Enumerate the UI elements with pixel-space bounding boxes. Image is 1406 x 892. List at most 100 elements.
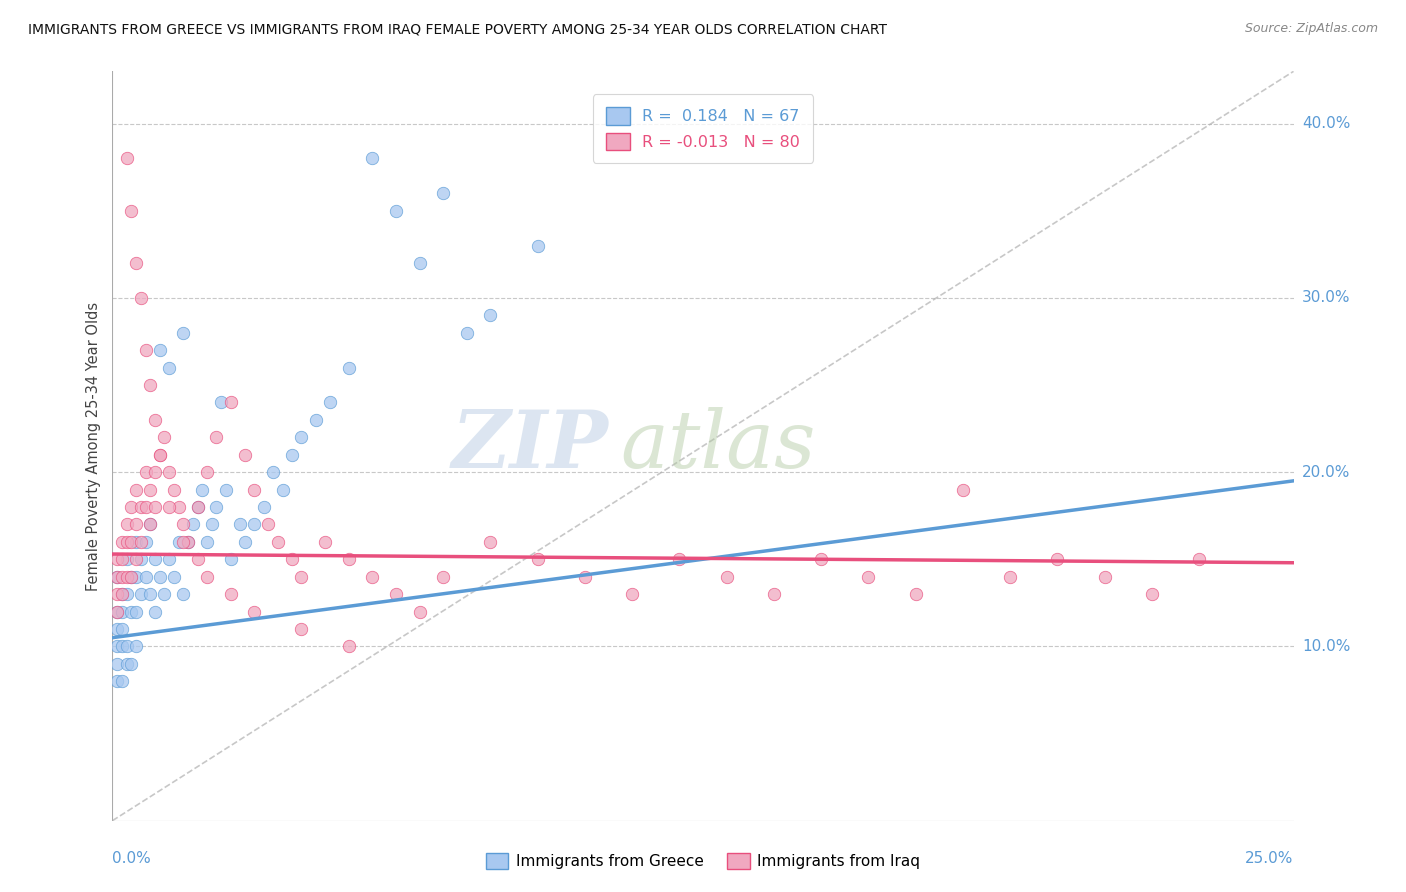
Point — [385, 203, 408, 218]
Point — [157, 552, 180, 566]
Text: Source: ZipAtlas.com: Source: ZipAtlas.com — [1244, 22, 1378, 36]
Point — [233, 448, 256, 462]
Text: 25.0%: 25.0% — [1246, 851, 1294, 866]
Point — [115, 152, 138, 166]
Point — [219, 587, 242, 601]
Point — [157, 465, 180, 479]
Point — [135, 500, 157, 514]
Point — [115, 640, 138, 654]
Point — [129, 534, 152, 549]
Point — [177, 534, 200, 549]
Point — [177, 534, 200, 549]
Point — [125, 517, 148, 532]
Point — [290, 430, 312, 444]
Point — [172, 326, 194, 340]
Point — [281, 448, 304, 462]
Point — [267, 534, 290, 549]
Point — [209, 395, 232, 409]
Point — [111, 674, 134, 689]
Point — [115, 570, 138, 584]
Point — [105, 605, 128, 619]
Point — [195, 465, 218, 479]
Point — [432, 570, 454, 584]
Point — [157, 360, 180, 375]
Point — [271, 483, 294, 497]
Point — [139, 587, 162, 601]
Point — [257, 517, 280, 532]
Point — [762, 587, 785, 601]
Point — [290, 570, 312, 584]
Point — [111, 534, 134, 549]
Point — [125, 483, 148, 497]
Text: 0.0%: 0.0% — [112, 851, 152, 866]
Point — [143, 552, 166, 566]
Point — [1188, 552, 1211, 566]
Point — [125, 605, 148, 619]
Point — [129, 552, 152, 566]
Point — [111, 640, 134, 654]
Point — [153, 587, 176, 601]
Point — [111, 622, 134, 636]
Point — [135, 343, 157, 358]
Point — [129, 500, 152, 514]
Point — [105, 570, 128, 584]
Point — [195, 570, 218, 584]
Point — [361, 152, 384, 166]
Point — [125, 552, 148, 566]
Text: 40.0%: 40.0% — [1302, 116, 1350, 131]
Point — [526, 552, 548, 566]
Point — [215, 483, 238, 497]
Point — [1094, 570, 1116, 584]
Point — [195, 534, 218, 549]
Point — [135, 534, 157, 549]
Point — [904, 587, 927, 601]
Point — [125, 256, 148, 270]
Point — [105, 605, 128, 619]
Point — [219, 552, 242, 566]
Point — [621, 587, 644, 601]
Point — [120, 570, 142, 584]
Point — [858, 570, 880, 584]
Point — [135, 465, 157, 479]
Point — [163, 570, 186, 584]
Point — [186, 500, 208, 514]
Text: IMMIGRANTS FROM GREECE VS IMMIGRANTS FROM IRAQ FEMALE POVERTY AMONG 25-34 YEAR O: IMMIGRANTS FROM GREECE VS IMMIGRANTS FRO… — [28, 22, 887, 37]
Point — [105, 587, 128, 601]
Point — [191, 483, 214, 497]
Point — [181, 517, 204, 532]
Point — [526, 238, 548, 252]
Point — [385, 587, 408, 601]
Text: atlas: atlas — [620, 408, 815, 484]
Point — [253, 500, 276, 514]
Point — [201, 517, 224, 532]
Point — [205, 430, 228, 444]
Point — [153, 430, 176, 444]
Point — [167, 534, 190, 549]
Point — [111, 587, 134, 601]
Point — [143, 500, 166, 514]
Point — [243, 605, 266, 619]
Point — [233, 534, 256, 549]
Point — [125, 534, 148, 549]
Point — [115, 587, 138, 601]
Point — [149, 343, 172, 358]
Point — [361, 570, 384, 584]
Text: 20.0%: 20.0% — [1302, 465, 1350, 480]
Point — [143, 465, 166, 479]
Point — [120, 203, 142, 218]
Point — [1046, 552, 1069, 566]
Point — [111, 587, 134, 601]
Point — [149, 448, 172, 462]
Point — [163, 483, 186, 497]
Point — [998, 570, 1021, 584]
Point — [120, 570, 142, 584]
Point — [262, 465, 284, 479]
Point — [243, 483, 266, 497]
Point — [186, 500, 208, 514]
Point — [129, 291, 152, 305]
Point — [186, 552, 208, 566]
Point — [149, 448, 172, 462]
Point — [337, 360, 360, 375]
Point — [105, 622, 128, 636]
Point — [143, 605, 166, 619]
